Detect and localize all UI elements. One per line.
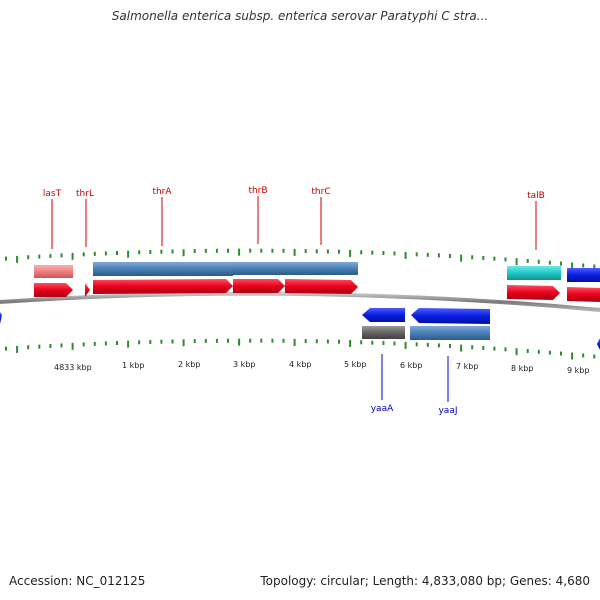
scale-label: 5 kbp [344,360,366,369]
cds-feature-thrC[interactable] [285,262,358,275]
accession-label: Accession: NC_012125 [9,574,146,588]
gene-label-thrL[interactable]: thrL [76,189,94,199]
feature-track-upper [34,262,600,282]
scale-label: 2 kbp [178,360,200,369]
scale-label: 7 kbp [456,362,478,371]
gene-arrow-lasT[interactable] [34,283,73,297]
gene-label-thrB[interactable]: thrB [248,186,267,196]
gene-arrow-left-edge[interactable] [0,312,2,324]
rna-feature-lasT[interactable] [34,265,73,278]
gene-arrow-thrC[interactable] [285,279,358,294]
reverse-gene-labels: yaaA yaaJ [371,354,458,416]
gene-label-thrC[interactable]: thrC [311,187,330,197]
scale-label: 6 kbp [400,361,422,370]
gene-arrow-thrA[interactable] [93,279,233,294]
cds-feature-right-edge[interactable] [567,268,600,282]
scale-label: 4833 kbp [54,363,92,372]
cds-feature-talB[interactable] [507,266,561,280]
scale-label: 4 kbp [289,360,311,369]
gene-label-thrA[interactable]: thrA [152,187,172,197]
scale-ticks-bottom [5,338,596,360]
gene-label-yaaA[interactable]: yaaA [371,404,394,414]
scale-label: 3 kbp [233,360,255,369]
cds-feature-thrB[interactable] [233,262,285,275]
genome-summary: Topology: circular; Length: 4,833,080 bp… [260,574,590,588]
scale-label: 8 kbp [511,364,533,373]
scale-label: 1 kbp [122,361,144,370]
forward-gene-labels: lasT thrL thrA thrB thrC talB [43,186,545,250]
gene-label-yaaJ[interactable]: yaaJ [438,406,457,416]
scale-ticks-top [5,248,596,270]
gene-arrow-yaaA[interactable] [362,308,405,322]
gene-label-talB[interactable]: talB [527,191,545,201]
scale-label: 9 kbp [567,366,589,375]
cds-feature-thrA[interactable] [93,262,233,276]
gene-label-lasT[interactable]: lasT [43,189,62,199]
gene-arrow-thrL[interactable] [85,283,90,297]
gene-arrow-right-edge[interactable] [567,287,600,302]
reverse-genes [0,308,600,350]
genome-backbone [0,291,600,312]
scale-labels: 4833 kbp 1 kbp 2 kbp 3 kbp 4 kbp 5 kbp 6… [54,360,589,375]
gene-arrow-talB[interactable] [507,285,560,300]
gene-arrow-yaaJ[interactable] [411,308,490,324]
gene-arrow-right-edge-lower[interactable] [597,338,600,350]
feature-yaaA-lower[interactable] [362,326,405,339]
genome-title: Salmonella enterica subsp. enterica sero… [111,9,489,23]
gene-arrow-thrB[interactable] [233,279,285,293]
feature-yaaJ-lower[interactable] [410,326,490,340]
forward-genes [34,279,600,302]
